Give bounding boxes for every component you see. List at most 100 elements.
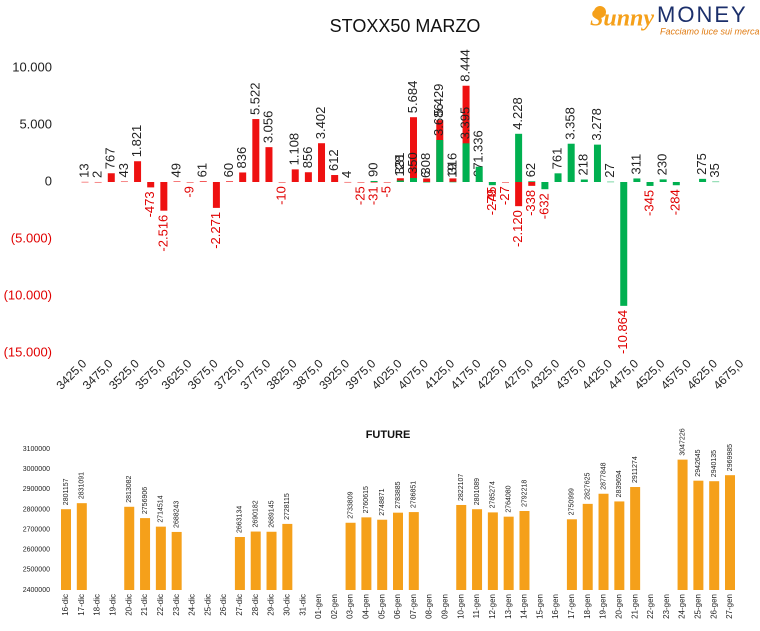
bar [370,182,378,183]
bar [370,180,378,182]
bar [614,501,625,590]
data-label: 2801089 [474,478,481,505]
y-tick-label: (15.000) [4,344,52,359]
x-tick-label: 12-gen [488,594,497,619]
data-label: 230 [655,154,670,176]
x-tick-label: 27-dic [235,594,244,616]
data-label: 128 [392,155,407,177]
data-label: 2813082 [126,475,133,502]
data-label: 2750999 [569,488,576,515]
bar [278,182,286,183]
bar [598,493,609,590]
bar [709,481,720,590]
bar [252,119,260,182]
x-tick-label: 26-dic [219,594,228,616]
x-tick-label: 31-dic [298,594,307,616]
data-label: 2690182 [253,500,260,527]
data-label: -31 [366,186,381,205]
y-tick-label: 2500000 [23,567,50,574]
bar [120,181,128,183]
x-tick-label: 06-gen [393,594,402,619]
logo-brand: MONEY [657,2,748,27]
x-tick-label: 25-dic [203,594,212,616]
x-tick-label: 18-dic [93,594,102,616]
data-label: 3047226 [679,428,686,455]
data-label: 2 [90,171,105,178]
x-tick-label: 19-gen [599,594,608,619]
x-tick-label: 27-gen [725,594,734,619]
logo-brand: Sunny [590,6,654,32]
x-tick-label: 21-dic [140,594,149,616]
x-tick-label: 23-dic [172,594,181,616]
data-label: -345 [641,190,656,216]
logo: Sunny MONEY Facciamo luce sui mercati [590,2,760,37]
bar [250,531,261,590]
data-label: 2969985 [727,444,734,471]
bar [646,182,654,186]
data-label: 218 [576,154,591,176]
bar [318,143,326,182]
bar [383,182,391,183]
bar [423,178,431,182]
x-tick-label: 01-gen [314,594,323,619]
bar [377,519,388,590]
y-tick-label: 2800000 [23,506,50,513]
y-tick-label: 5.000 [19,116,52,131]
bar [61,509,71,590]
data-label: 3.278 [589,108,604,141]
bar [488,182,496,186]
x-tick-label: 07-gen [409,594,418,619]
bar [554,173,562,182]
data-label: 2940135 [711,450,718,477]
x-tick-label: 03-gen [346,594,355,619]
chart-title: STOXX50 MARZO [330,16,481,36]
bar [410,117,417,182]
bar [693,480,704,590]
data-label: 1.821 [129,125,144,158]
data-label: 836 [234,147,249,169]
bar [620,182,628,306]
data-label: 49 [168,163,183,177]
data-label: -2.120 [510,210,525,247]
bar [134,161,142,182]
data-label: 2764080 [506,485,513,512]
x-tick-label: 08-gen [425,594,434,619]
bar [393,512,403,590]
x-tick-label: 25-gen [693,594,702,619]
y-tick-label: 0 [45,173,52,188]
data-label: 2877848 [600,462,607,489]
x-tick-label: 13-gen [504,594,513,619]
chart-title: FUTURE [366,429,411,441]
bar [155,526,166,590]
bar [396,178,404,182]
bar [515,182,523,207]
bar [396,180,404,182]
data-label: -25 [352,186,367,205]
data-label: 5.684 [405,81,420,114]
data-label: 2827625 [585,473,592,500]
bar [186,182,194,183]
x-tick-label: 22-gen [646,594,655,619]
data-label: 2728115 [284,493,291,520]
data-label: 2942645 [695,449,702,476]
bar [357,182,365,183]
data-label: 3.358 [563,107,578,140]
data-label: 61 [195,163,210,177]
bar [633,178,641,182]
data-label: 13 [76,163,91,177]
bar [234,536,245,590]
data-label: -27 [497,186,512,205]
bar [147,182,155,188]
data-label: 1.108 [287,133,302,166]
data-label: 8.444 [457,49,472,82]
x-tick-label: 16-gen [551,594,560,619]
x-tick-label: 17-dic [77,594,86,616]
x-tick-label: 05-gen [377,594,386,619]
data-label: 331 [392,153,407,175]
data-label: 2785274 [490,481,497,508]
data-label: 1.336 [471,130,486,163]
bar [582,503,593,590]
bar [593,144,601,182]
